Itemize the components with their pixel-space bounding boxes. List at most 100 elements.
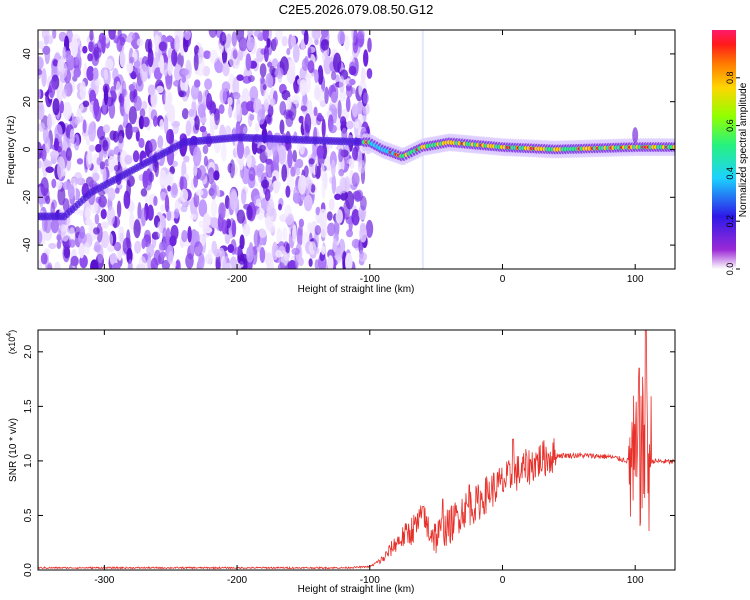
heatmap-cell bbox=[44, 160, 53, 167]
heatmap-cell bbox=[259, 63, 267, 78]
heatmap-cell bbox=[150, 257, 159, 269]
heatmap-cell bbox=[359, 249, 364, 259]
heatmap-cell bbox=[286, 67, 296, 84]
heatmap-cell bbox=[326, 211, 333, 221]
heatmap-cell bbox=[299, 142, 305, 155]
heatmap-x-label: Height of straight line (km) bbox=[298, 284, 415, 295]
heatmap-cell bbox=[236, 74, 244, 81]
heatmap-cell bbox=[39, 195, 44, 208]
heatmap-cell bbox=[103, 68, 109, 80]
heatmap-cell bbox=[167, 185, 172, 192]
heatmap-cell bbox=[92, 172, 100, 182]
heatmap-cell bbox=[145, 38, 151, 53]
heatmap-cell bbox=[192, 146, 202, 167]
heatmap-cell bbox=[331, 70, 337, 81]
heatmap-cell bbox=[310, 184, 316, 193]
heatmap-cell bbox=[164, 89, 172, 108]
heatmap-cell bbox=[189, 239, 196, 255]
heatmap-cell bbox=[225, 218, 232, 229]
heatmap-cell bbox=[174, 64, 183, 83]
heatmap-cell bbox=[267, 61, 273, 68]
snr-multiplier-exp: 4 bbox=[6, 333, 13, 337]
heatmap-cell bbox=[248, 75, 255, 83]
heatmap-cell bbox=[222, 62, 230, 77]
heatmap-cell bbox=[291, 94, 300, 105]
heatmap-cell bbox=[672, 144, 675, 150]
heatmap-cell bbox=[175, 260, 180, 269]
colorbar-tick-label: 0.8 bbox=[725, 72, 735, 85]
heatmap-cell bbox=[345, 252, 353, 269]
heatmap-cell bbox=[144, 229, 151, 243]
y-tick-label: 1.5 bbox=[23, 399, 34, 413]
heatmap-cell bbox=[166, 210, 172, 222]
heatmap-cell bbox=[231, 219, 237, 238]
heatmap-cell bbox=[314, 69, 319, 84]
x-tick-label: -100 bbox=[360, 575, 380, 586]
heatmap-cell bbox=[337, 30, 346, 45]
heatmap-cell bbox=[313, 247, 320, 255]
heatmap-cell bbox=[147, 84, 156, 96]
heatmap-cell bbox=[256, 207, 265, 221]
heatmap-cell bbox=[138, 137, 145, 149]
heatmap-cell bbox=[281, 164, 288, 182]
heatmap-cell bbox=[135, 79, 144, 92]
snr-x-ticks: -300 -200 -100 0 100 bbox=[94, 330, 644, 586]
heatmap-cell bbox=[156, 85, 164, 94]
heatmap-cell bbox=[61, 224, 70, 242]
heatmap-cell bbox=[242, 223, 251, 237]
heatmap-cell bbox=[93, 98, 100, 116]
heatmap-cell bbox=[188, 109, 195, 117]
colorbar-label: Normalized spectral amplitude bbox=[738, 82, 749, 217]
heatmap-cell bbox=[54, 124, 63, 142]
heatmap-cell bbox=[92, 46, 102, 59]
heatmap-cell bbox=[183, 36, 189, 53]
heatmap-cell bbox=[197, 103, 206, 119]
svg-text:(x104): (x104) bbox=[6, 330, 17, 354]
heatmap-cell bbox=[203, 226, 213, 234]
heatmap-cell bbox=[129, 211, 135, 230]
heatmap-cell bbox=[53, 138, 59, 152]
heatmap-cell bbox=[147, 204, 154, 221]
heatmap-cell bbox=[160, 204, 166, 213]
heatmap-cell bbox=[236, 209, 246, 224]
heatmap-cell bbox=[324, 86, 329, 105]
heatmap-cell bbox=[339, 177, 348, 194]
heatmap-cell bbox=[111, 262, 121, 269]
heatmap-cell bbox=[340, 116, 347, 126]
heatmap-cell bbox=[195, 189, 204, 196]
heatmap-cell bbox=[275, 30, 283, 41]
heatmap-cell bbox=[225, 209, 230, 218]
heatmap-cell bbox=[164, 194, 170, 213]
heatmap-cell bbox=[38, 141, 43, 160]
heatmap-cell bbox=[50, 150, 59, 160]
heatmap-cell bbox=[38, 122, 46, 132]
heatmap-cell bbox=[259, 144, 266, 152]
y-tick-label: 0.0 bbox=[23, 563, 34, 577]
heatmap-cell bbox=[259, 247, 266, 263]
heatmap-cell bbox=[209, 120, 215, 140]
heatmap-cell bbox=[74, 56, 80, 68]
heatmap-cell bbox=[218, 202, 227, 220]
heatmap-cell bbox=[158, 41, 167, 52]
heatmap-cell bbox=[351, 209, 360, 226]
heatmap-x-ticks: -300 -200 -100 0 100 bbox=[94, 30, 644, 285]
heatmap-cell bbox=[38, 56, 44, 70]
figure-title: C2E5.2026.079.08.50.G12 bbox=[279, 2, 434, 17]
heatmap-cell bbox=[314, 259, 319, 269]
heatmap-cell bbox=[84, 242, 90, 255]
heatmap-cell bbox=[181, 230, 188, 243]
heatmap-cell bbox=[365, 219, 374, 238]
heatmap-cell bbox=[40, 177, 49, 197]
heatmap-cell bbox=[286, 48, 291, 56]
heatmap-cell bbox=[172, 261, 177, 268]
heatmap-cell bbox=[246, 154, 253, 168]
heatmap-cell bbox=[348, 65, 357, 76]
heatmap-cell bbox=[291, 247, 300, 256]
heatmap-cell bbox=[127, 259, 133, 269]
heatmap-cell bbox=[346, 120, 354, 130]
heatmap-cell bbox=[292, 224, 297, 243]
heatmap-cell bbox=[292, 149, 298, 163]
heatmap-cell bbox=[107, 206, 116, 226]
heatmap-cell bbox=[157, 135, 164, 149]
